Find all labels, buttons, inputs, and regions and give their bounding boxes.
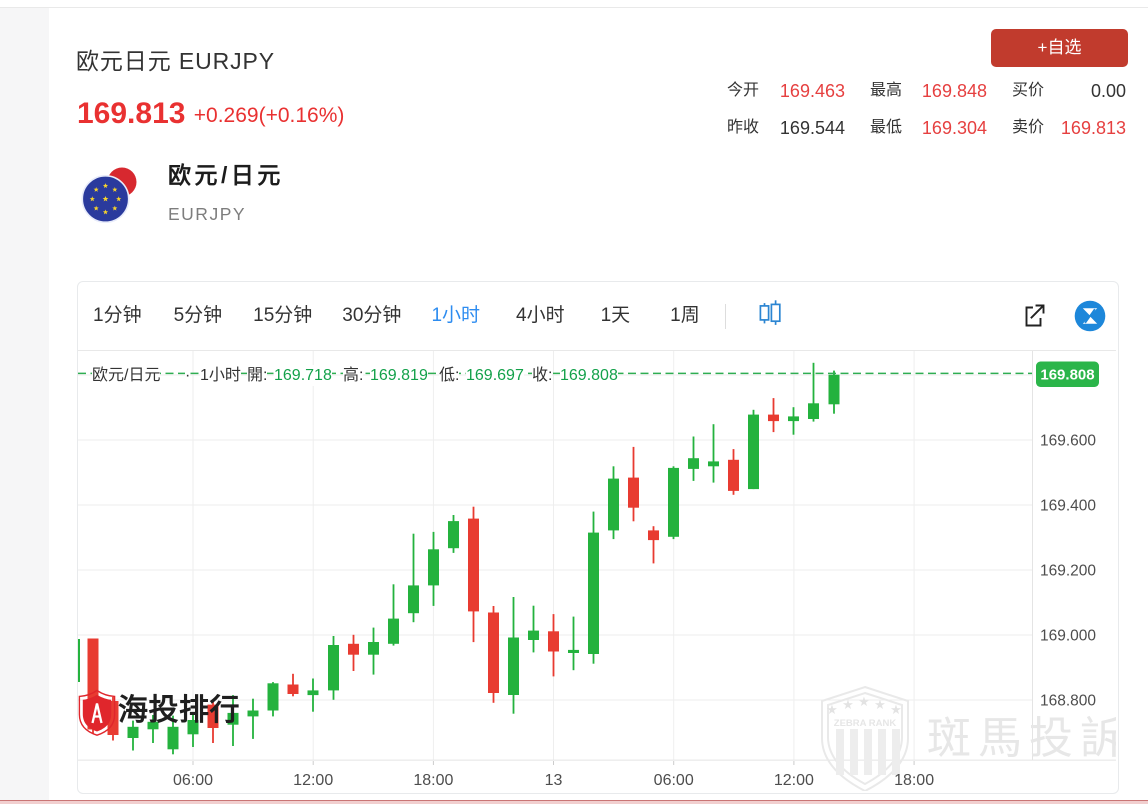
svg-text:13: 13 (545, 772, 563, 789)
svg-text:168.800: 168.800 (1040, 693, 1096, 710)
svg-text:★: ★ (874, 697, 886, 712)
svg-text:12:00: 12:00 (293, 772, 333, 789)
svg-text:海投排行: 海投排行 (118, 694, 240, 727)
svg-text:06:00: 06:00 (654, 772, 694, 789)
svg-text:斑馬投訴: 斑馬投訴 (927, 714, 1116, 763)
svg-text:★: ★ (858, 694, 870, 709)
svg-text:★: ★ (890, 702, 902, 717)
svg-text:169.000: 169.000 (1040, 628, 1096, 645)
svg-text:12:00: 12:00 (774, 772, 814, 789)
svg-text:18:00: 18:00 (413, 772, 453, 789)
svg-text:06:00: 06:00 (173, 772, 213, 789)
svg-text:169.600: 169.600 (1040, 433, 1096, 450)
svg-text:169.400: 169.400 (1040, 498, 1096, 515)
svg-text:18:00: 18:00 (894, 772, 934, 789)
svg-text:ZEBRA RANK: ZEBRA RANK (834, 718, 897, 729)
svg-text:★: ★ (826, 702, 838, 717)
svg-text:169.200: 169.200 (1040, 563, 1096, 580)
svg-text:169.808: 169.808 (1040, 367, 1094, 384)
svg-text:★: ★ (842, 697, 854, 712)
